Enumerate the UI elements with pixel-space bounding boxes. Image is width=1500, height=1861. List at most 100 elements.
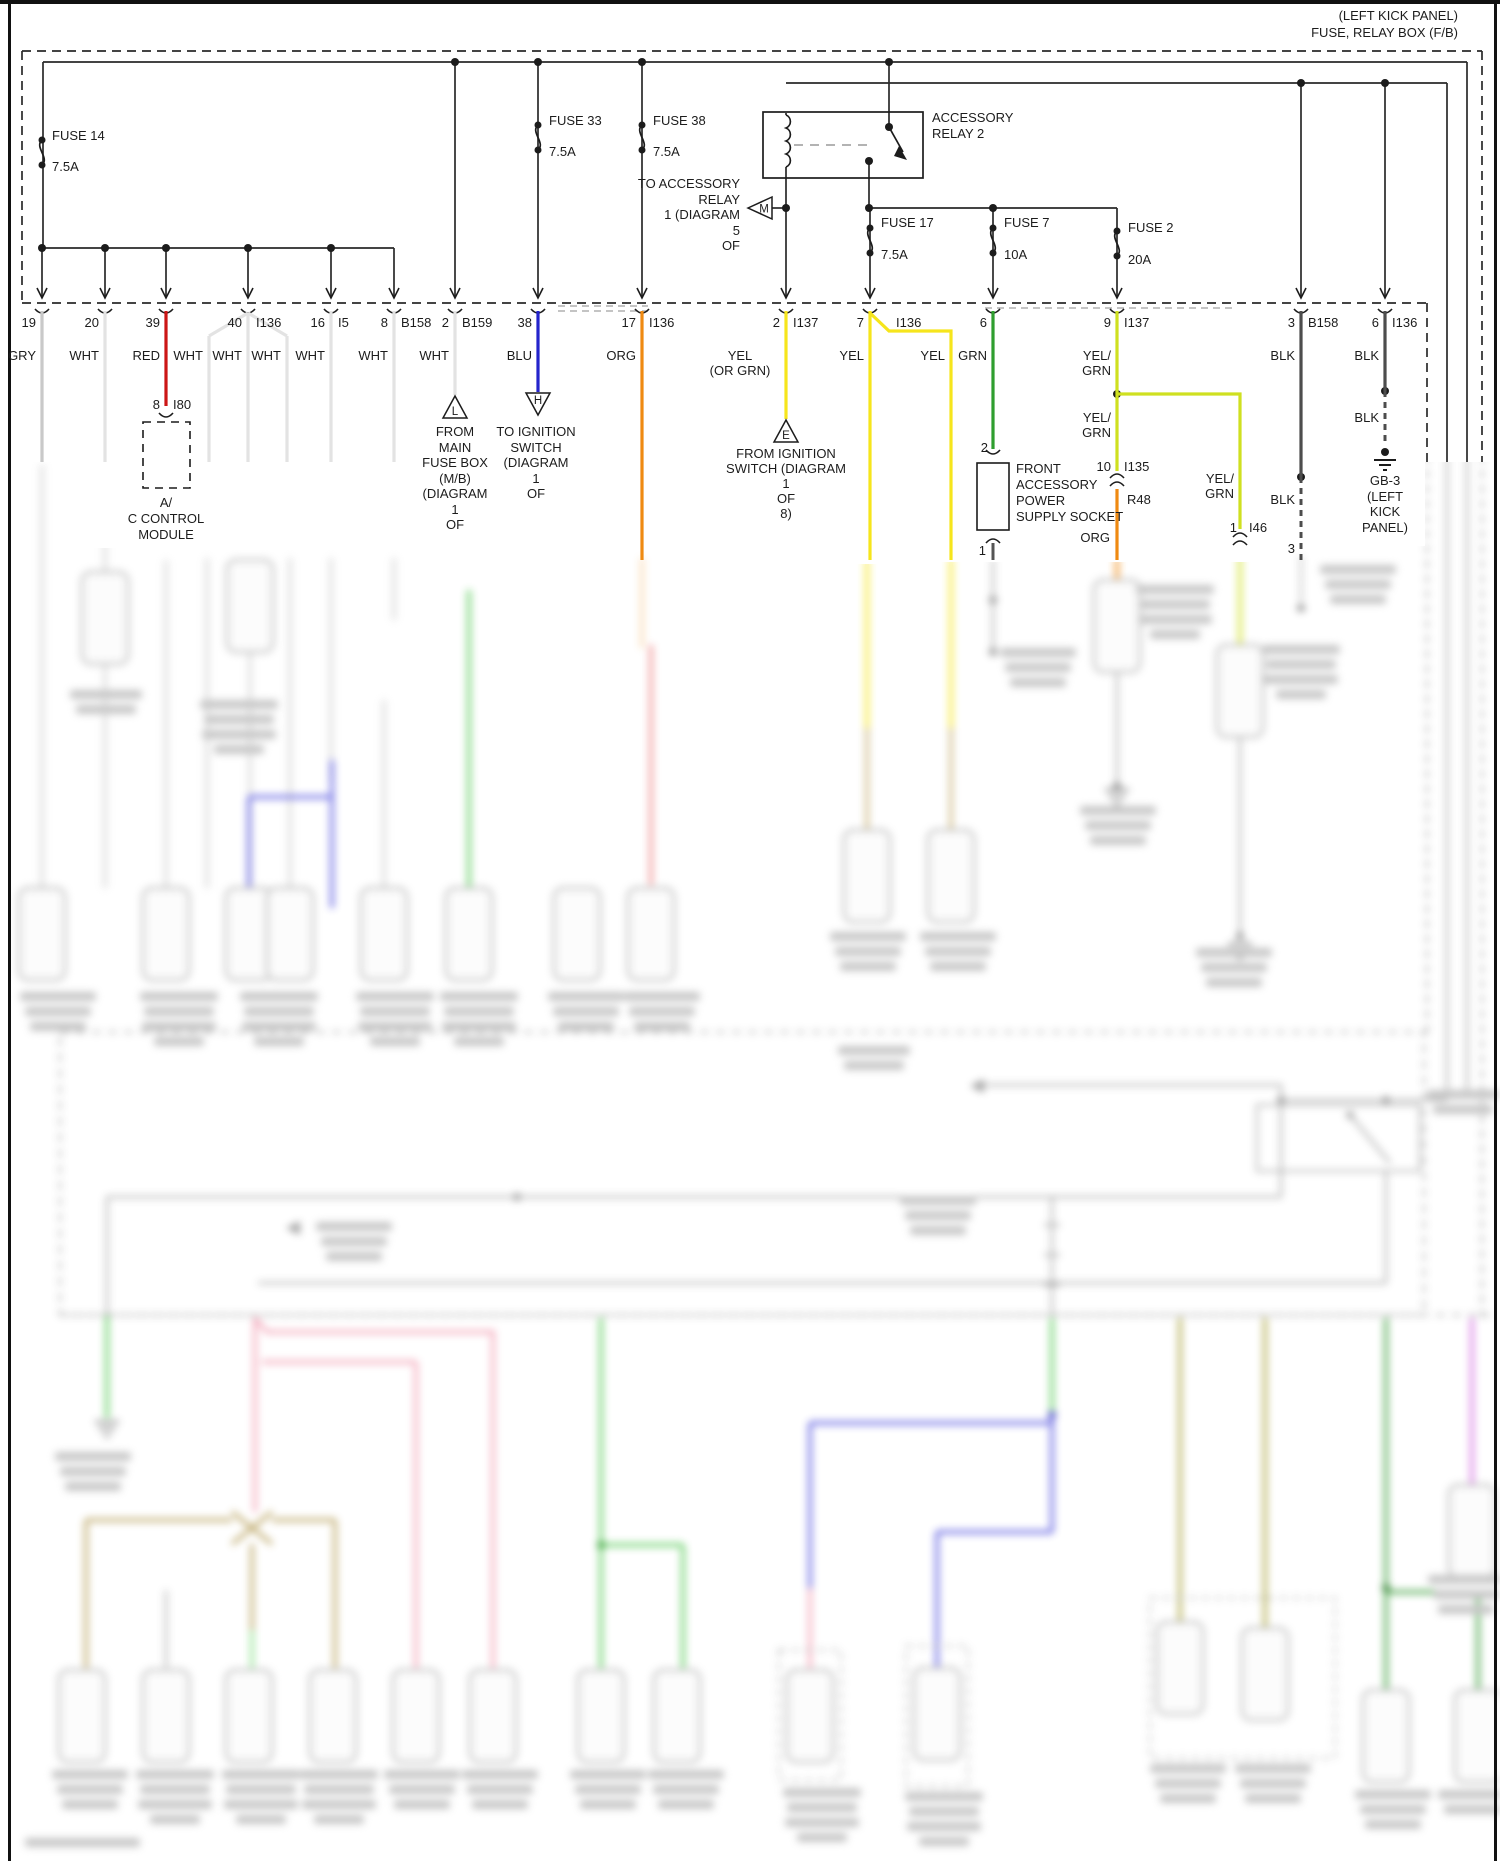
- fusebox-dashed-outline: [21, 50, 1483, 462]
- wire-wht-40-fan: [207, 311, 289, 462]
- socket-pin-bottom: 1: [978, 543, 986, 558]
- pin19-num: 19: [21, 315, 36, 330]
- color-org: ORG: [606, 348, 636, 363]
- fuse-symbols: [38, 124, 1121, 257]
- color-grn: GRN: [958, 348, 987, 363]
- reference-letters: M L H E: [452, 204, 790, 443]
- fuse7-rating: 10A: [1004, 247, 1028, 262]
- junction-dots: [38, 58, 1389, 481]
- r48-ref: R48: [1127, 492, 1151, 507]
- gnd-name: GB-3: [1369, 473, 1401, 488]
- sharp-patch-acm: [80, 462, 260, 548]
- pin16-num: 16: [310, 315, 325, 330]
- acm-conn: I80: [173, 397, 192, 412]
- pin39-num: 39: [145, 315, 160, 330]
- ref-l-triangle-icon: [441, 394, 469, 419]
- color-wht-20: WHT: [69, 348, 99, 363]
- color-wht-40a: WHT: [173, 348, 203, 363]
- pin8-num: 8: [380, 315, 388, 330]
- fuse17-symbol: [866, 227, 874, 254]
- page-header: (LEFT KICK PANEL) FUSE, RELAY BOX (F/B): [1311, 7, 1458, 41]
- color-blu: BLU: [506, 348, 532, 363]
- pin6b-conn: I136: [1392, 315, 1418, 330]
- pin3-lower: 3: [1287, 541, 1295, 556]
- sharp-patch-e: [695, 462, 885, 564]
- power-bus-lines: [41, 61, 1468, 462]
- color-yel-7b: YEL: [920, 348, 945, 363]
- color-blk-lower: BLK: [1270, 492, 1295, 507]
- sharp-region-background: [0, 0, 1500, 462]
- pin40-conn: I136: [256, 315, 282, 330]
- color-wht-2b: WHT: [419, 348, 449, 363]
- colored-wires: [40, 311, 1387, 560]
- inline-connector-i46-icon: [1232, 532, 1248, 546]
- fuse2-symbol: [1113, 230, 1121, 257]
- pin2i-num: 2: [772, 315, 780, 330]
- color-yelgrn-3: YEL/ GRN: [1205, 471, 1234, 501]
- acm-name: A/ C CONTROL MODULE: [127, 495, 205, 542]
- page-border-left: [8, 0, 11, 1861]
- pin6-num: 6: [979, 315, 987, 330]
- ground-symbol-gb3: [1374, 459, 1396, 471]
- sharp-patch-lh: [385, 462, 615, 542]
- pin2b-conn: B159: [462, 315, 493, 330]
- fuse17-name: FUSE 17: [881, 215, 934, 230]
- color-blk-6: BLK: [1354, 348, 1379, 363]
- color-red-39: RED: [132, 348, 160, 363]
- pin17-num: 17: [621, 315, 636, 330]
- ref-e-text: FROM IGNITION SWITCH (DIAGRAM 1 OF 8): [726, 446, 846, 521]
- relay-label: ACCESSORY RELAY 2: [932, 110, 1014, 141]
- subconnector-dashes: [558, 305, 1235, 312]
- accessory-relay-2-symbol: [762, 111, 924, 179]
- fuse2-rating: 20A: [1128, 252, 1152, 267]
- gnd-location: (LEFT KICK PANEL): [1362, 488, 1408, 535]
- gnd-color: BLK: [1354, 410, 1379, 425]
- ref-e-triangle-icon: [772, 418, 800, 443]
- i135-pin: 10: [1096, 459, 1111, 474]
- blurred-lineart: [17, 455, 1500, 1847]
- wire-yelgrn-branch: [1117, 392, 1242, 529]
- fuse14-rating: 7.5A: [52, 159, 79, 174]
- pin9-conn: I137: [1124, 315, 1150, 330]
- ref-m-triangle-icon: [746, 195, 773, 221]
- fuse14-symbol: [38, 139, 46, 166]
- blurred-text-blocks: [20, 565, 1500, 1847]
- pin9-num: 9: [1103, 315, 1111, 330]
- pin20-num: 20: [84, 315, 99, 330]
- ref-m-text: TO ACCESSORY RELAY 1 (DIAGRAM 5 OF: [637, 176, 740, 253]
- ref-l-letter: L: [452, 406, 459, 418]
- pin40-num: 40: [227, 315, 242, 330]
- color-gry: GRY: [8, 348, 36, 363]
- fuse2-name: FUSE 2: [1128, 220, 1174, 235]
- ref-h-triangle-icon: [524, 392, 552, 417]
- ref-h-text: TO IGNITION SWITCH (DIAGRAM 1 OF: [496, 424, 576, 501]
- relay-switch-arm: [888, 126, 904, 153]
- pin7-conn: I136: [896, 315, 922, 330]
- pin2i-conn: I137: [793, 315, 819, 330]
- pin17-conn: I136: [649, 315, 675, 330]
- fuse17-rating: 7.5A: [881, 247, 908, 262]
- pin38-num: 38: [517, 315, 532, 330]
- socket-pin-top: 2: [980, 440, 988, 455]
- wire-yel-7b: [868, 311, 953, 560]
- reference-triangles: [441, 195, 800, 443]
- color-wht-40c: WHT: [251, 348, 281, 363]
- ref-e-letter: E: [782, 430, 790, 442]
- fuse7-name: FUSE 7: [1004, 215, 1050, 230]
- socket-name: FRONT ACCESSORY POWER SUPPLY SOCKET: [1016, 461, 1124, 524]
- blurred-components: [17, 558, 1500, 1787]
- sharp-patch-socket: [930, 462, 1290, 562]
- color-yel-7a: YEL: [839, 348, 864, 363]
- color-org-below: ORG: [1080, 530, 1110, 545]
- ref-m-letter: M: [759, 204, 769, 216]
- color-blk-3: BLK: [1270, 348, 1295, 363]
- fuse33-rating: 7.5A: [549, 144, 576, 159]
- ref-l-text: FROM MAIN FUSE BOX (M/B) (DIAGRAM 1 OF: [422, 424, 488, 532]
- fuse33-symbol: [534, 124, 542, 151]
- i135-conn: I135: [1124, 459, 1150, 474]
- fuse38-symbol: [638, 124, 646, 151]
- fuse33-name: FUSE 33: [549, 113, 602, 128]
- page-border-right: [1494, 0, 1497, 1861]
- inline-connector-i135-icon: [1109, 473, 1125, 487]
- sharp-patch-gb3: [1240, 462, 1425, 546]
